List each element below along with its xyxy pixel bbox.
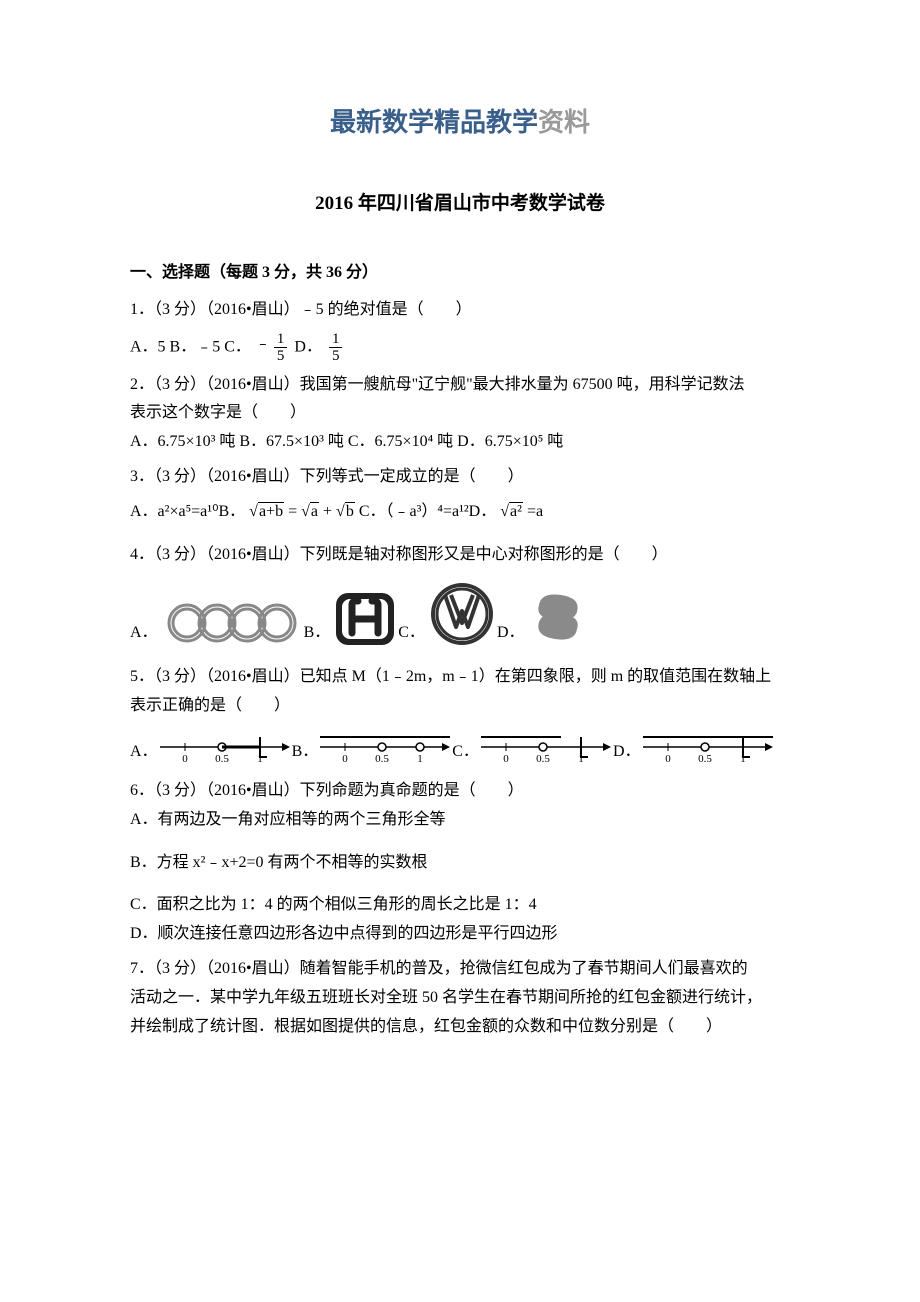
q4-label-d: D． xyxy=(497,619,525,648)
section-heading: 一、选择题（每题 3 分，共 36 分） xyxy=(130,259,790,288)
svg-text:1: 1 xyxy=(740,753,746,765)
numberline-c: 0 0.5 1 xyxy=(481,727,611,767)
q7-line2: 活动之一．某中学九年级五班班长对全班 50 名学生在春节期间所抢的红包金额进行统… xyxy=(130,989,762,1006)
svg-text:1: 1 xyxy=(418,753,424,765)
q5-options-row: A． 0 0.5 1 B． 0 0.5 1 C． 0 0.5 1 D． xyxy=(130,727,790,767)
svg-text:0: 0 xyxy=(182,753,188,765)
svg-text:0: 0 xyxy=(343,753,349,765)
q5-line1: 5．（3 分）（2016•眉山）已知点 M（1﹣2m，m﹣1）在第四象限，则 m… xyxy=(130,668,771,685)
q7-line3: 并绘制成了统计图．根据如图提供的信息，红包金额的众数和中位数分别是（ ） xyxy=(130,1018,722,1035)
q1-a: A．5 B．﹣5 C． xyxy=(130,338,251,355)
page-header-title: 最新数学精品教学资料 xyxy=(130,100,790,147)
q3-d: =a xyxy=(527,503,543,520)
s-shape-icon xyxy=(529,587,587,647)
q4-label-c: C． xyxy=(398,619,425,648)
sqrt-ab: a+b xyxy=(249,498,284,527)
fraction-d: 15 xyxy=(329,331,343,365)
q6-b-wrap: B．方程 x²﹣x+2=0 有两个不相等的实数根 xyxy=(130,849,790,878)
svg-text:0.5: 0.5 xyxy=(536,753,550,765)
numberline-d: 0 0.5 1 xyxy=(643,727,773,767)
q2-options: A．6.75×10³ 吨 B．67.5×10³ 吨 C．6.75×10⁴ 吨 D… xyxy=(130,433,563,450)
eq: = xyxy=(288,503,297,520)
svg-text:0.5: 0.5 xyxy=(375,753,389,765)
svg-text:0.5: 0.5 xyxy=(215,753,229,765)
honda-logo-icon xyxy=(334,591,396,647)
sqrt-a: a xyxy=(301,498,319,527)
fraction-c: 15 xyxy=(274,331,288,365)
q7-line1: 7．（3 分）（2016•眉山）随着智能手机的普及，抢微信红包成为了春节期间人们… xyxy=(130,960,748,977)
q3-a: A．a²×a⁵=a¹⁰B． xyxy=(130,503,245,520)
question-5: 5．（3 分）（2016•眉山）已知点 M（1﹣2m，m﹣1）在第四象限，则 m… xyxy=(130,663,790,721)
q3-options: A．a²×a⁵=a¹⁰B． a+b = a + b C．（﹣a³）⁴=a¹²D．… xyxy=(130,498,790,527)
q2-line2: 表示这个数字是（ ） xyxy=(130,404,306,421)
sqrt-a2: a² xyxy=(500,498,523,527)
q6-c: C．面积之比为 1：4 的两个相似三角形的周长之比是 1：4 xyxy=(130,896,537,913)
q6-text: 6．（3 分）（2016•眉山）下列命题为真命题的是（ ） xyxy=(130,782,524,799)
q5-line2: 表示正确的是（ ） xyxy=(130,697,290,714)
svg-text:1: 1 xyxy=(257,753,263,765)
numberline-a: 0 0.5 1 xyxy=(160,727,290,767)
svg-text:0: 0 xyxy=(665,753,671,765)
q1-d-label: D． xyxy=(294,338,322,355)
neg-sign: ﹣ xyxy=(255,335,271,352)
question-2: 2．（3 分）（2016•眉山）我国第一艘航母"辽宁舰"最大排水量为 67500… xyxy=(130,371,790,457)
svg-text:0.5: 0.5 xyxy=(698,753,712,765)
q4-label-a: A． xyxy=(130,619,158,648)
q4-label-b: B． xyxy=(304,619,331,648)
page-subtitle: 2016 年四川省眉山市中考数学试卷 xyxy=(130,187,790,221)
question-4: 4．（3 分）（2016•眉山）下列既是轴对称图形又是中心对称图形的是（ ） xyxy=(130,541,790,570)
plus: + xyxy=(323,503,332,520)
question-6: 6．（3 分）（2016•眉山）下列命题为真命题的是（ ） A．有两边及一角对应… xyxy=(130,777,790,835)
question-7: 7．（3 分）（2016•眉山）随着智能手机的普及，抢微信红包成为了春节期间人们… xyxy=(130,955,790,1041)
q5-label-d: D． xyxy=(613,738,641,767)
q1-options: A．5 B．﹣5 C． ﹣15 D． 15 xyxy=(130,331,790,365)
svg-text:0: 0 xyxy=(503,753,509,765)
title-gray: 资料 xyxy=(538,108,590,137)
q5-label-c: C． xyxy=(452,738,479,767)
title-main: 最新数学精品教学 xyxy=(330,108,538,137)
q6-cd-wrap: C．面积之比为 1：4 的两个相似三角形的周长之比是 1：4 D．顺次连接任意四… xyxy=(130,891,790,949)
sqrt-b: b xyxy=(336,498,355,527)
vw-logo-icon xyxy=(429,581,495,647)
question-1: 1．（3 分）（2016•眉山）﹣5 的绝对值是（ ） xyxy=(130,296,790,325)
q3-text: 3．（3 分）（2016•眉山）下列等式一定成立的是（ ） xyxy=(130,468,524,485)
q5-label-b: B． xyxy=(292,738,319,767)
q3-c: C．（﹣a³）⁴=a¹²D． xyxy=(359,503,496,520)
q5-label-a: A． xyxy=(130,738,158,767)
q4-text: 4．（3 分）（2016•眉山）下列既是轴对称图形又是中心对称图形的是（ ） xyxy=(130,546,668,563)
q6-b: B．方程 x²﹣x+2=0 有两个不相等的实数根 xyxy=(130,854,428,871)
q6-d: D．顺次连接任意四边形各边中点得到的四边形是平行四边形 xyxy=(130,925,558,942)
question-3: 3．（3 分）（2016•眉山）下列等式一定成立的是（ ） xyxy=(130,463,790,492)
q2-line1: 2．（3 分）（2016•眉山）我国第一艘航母"辽宁舰"最大排水量为 67500… xyxy=(130,376,745,393)
q1-text: 1．（3 分）（2016•眉山）﹣5 的绝对值是（ ） xyxy=(130,301,472,318)
numberline-b: 0 0.5 1 xyxy=(320,727,450,767)
q4-options-row: A． B． C． D． xyxy=(130,581,790,647)
svg-text:1: 1 xyxy=(578,753,584,765)
audi-logo-icon xyxy=(162,599,302,647)
q6-a: A．有两边及一角对应相等的两个三角形全等 xyxy=(130,811,446,828)
